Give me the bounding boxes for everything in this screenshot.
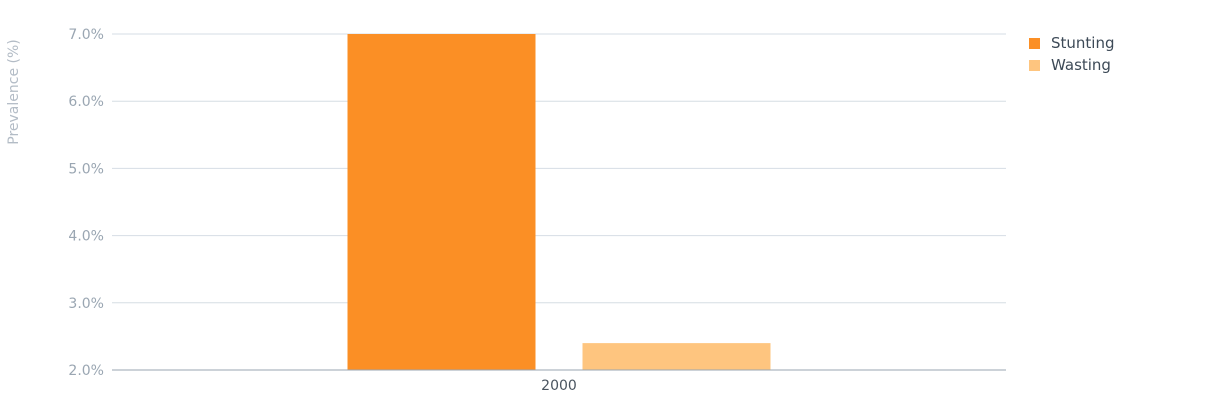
- bar-wasting-2000[interactable]: [582, 343, 771, 370]
- y-axis-title: Prevalence (%): [6, 39, 22, 145]
- gridlines: [112, 33, 1006, 304]
- y-tick-label: 3.0%: [68, 296, 104, 312]
- y-tick-label: 2.0%: [68, 363, 104, 379]
- legend-label: Stunting: [1051, 34, 1115, 52]
- legend[interactable]: Stunting Wasting: [1029, 34, 1115, 74]
- y-tick-label: 7.0%: [68, 27, 104, 43]
- legend-item-wasting[interactable]: Wasting: [1029, 56, 1111, 74]
- legend-item-stunting[interactable]: Stunting: [1029, 34, 1115, 52]
- legend-label: Wasting: [1051, 56, 1111, 74]
- y-axis-ticks: 2.0% 3.0% 4.0% 5.0% 6.0% 7.0%: [68, 27, 104, 379]
- y-tick-label: 5.0%: [68, 161, 104, 177]
- legend-swatch: [1029, 60, 1040, 71]
- x-tick-label: 2000: [541, 378, 577, 394]
- bars: [347, 34, 771, 370]
- bar-stunting-2000[interactable]: [347, 34, 536, 370]
- y-tick-label: 6.0%: [68, 94, 104, 110]
- y-tick-label: 4.0%: [68, 229, 104, 245]
- legend-swatch: [1029, 38, 1040, 49]
- x-axis-ticks: 2000: [541, 378, 577, 394]
